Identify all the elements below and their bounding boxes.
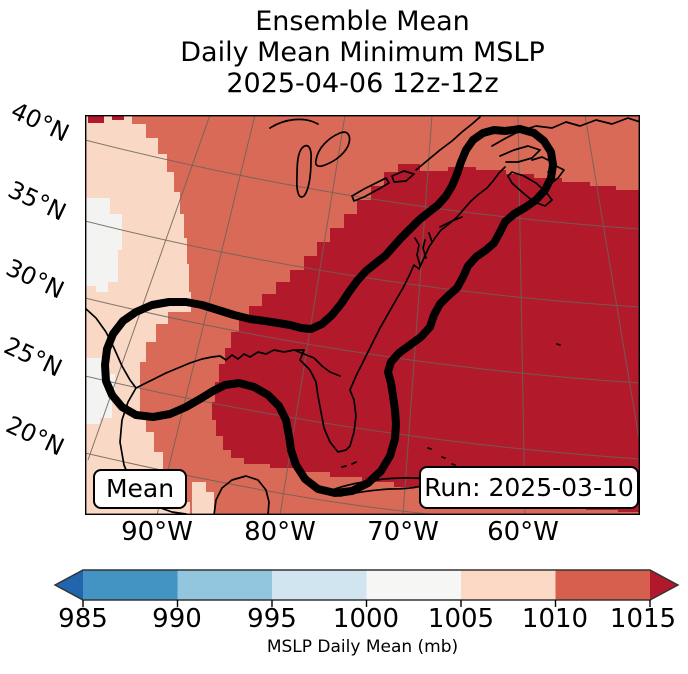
mslp-contour	[101, 125, 557, 497]
title-line-2: Daily Mean Minimum MSLP	[180, 37, 545, 68]
lat-label-35n: 35°N	[3, 175, 71, 227]
figure-title: Ensemble Mean Daily Mean Minimum MSLP 20…	[85, 6, 640, 99]
colorbar-segment	[177, 570, 272, 600]
cb-tick-1010: 1010	[521, 604, 589, 634]
lon-label-90w: 90°W	[121, 517, 193, 547]
title-line-1: Ensemble Mean	[255, 6, 470, 37]
colorbar-segment	[272, 570, 367, 600]
colorbar-ticks	[82, 600, 651, 607]
colorbar-segment	[83, 570, 178, 600]
colorbar-segment	[461, 570, 556, 600]
region-over-1015	[212, 164, 640, 512]
map-canvas	[85, 115, 640, 515]
cb-tick-1015: 1015	[609, 604, 677, 634]
lon-label-60w: 60°W	[487, 517, 559, 547]
lat-label-40n: 40°N	[6, 96, 74, 148]
lat-label-20n: 20°N	[1, 410, 69, 462]
graticule-lines	[85, 115, 640, 515]
cb-tick-1000: 1000	[332, 604, 400, 634]
mean-badge: Mean	[93, 469, 187, 509]
colorbar-over-arrow	[650, 570, 678, 600]
map-border	[85, 115, 640, 515]
colorbar-segment	[366, 570, 461, 600]
colorbar-segment	[555, 570, 650, 600]
cb-tick-990: 990	[152, 604, 202, 634]
lon-label-80w: 80°W	[244, 517, 316, 547]
colorbar-under-arrow	[55, 570, 83, 600]
cb-tick-985: 985	[58, 604, 108, 634]
cb-tick-1005: 1005	[427, 604, 495, 634]
lat-label-30n: 30°N	[1, 253, 69, 305]
cb-tick-995: 995	[247, 604, 297, 634]
region-1000-1005	[85, 198, 122, 292]
region-over-1015-specks	[88, 115, 124, 123]
lon-label-70w: 70°W	[367, 517, 439, 547]
colorbar	[53, 569, 680, 607]
run-date-badge: Run: 2025-03-10	[419, 466, 639, 509]
region-1005-1010-strip	[192, 482, 214, 515]
colorbar-label: MSLP Daily Mean (mb)	[266, 637, 459, 657]
lat-label-25n: 25°N	[0, 331, 67, 383]
title-line-3: 2025-04-06 12z-12z	[226, 68, 499, 99]
